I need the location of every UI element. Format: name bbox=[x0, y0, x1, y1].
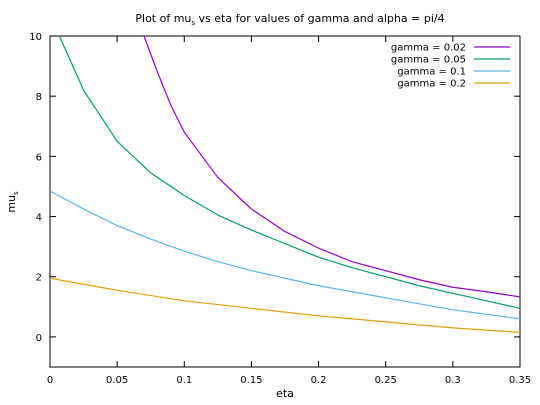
title-subscript: s bbox=[191, 19, 195, 27]
y-tick-label: 8 bbox=[36, 92, 42, 103]
legend-label-2: gamma = 0.05 bbox=[391, 55, 466, 66]
x-tick-label: 0.15 bbox=[240, 375, 262, 386]
y-tick-label: 6 bbox=[36, 152, 42, 163]
y-tick-label: 10 bbox=[29, 32, 42, 43]
legend-label-3: gamma = 0.1 bbox=[397, 67, 466, 78]
series-line-2 bbox=[58, 36, 520, 309]
y-tick-label: 4 bbox=[36, 213, 42, 224]
x-tick-label: 0.1 bbox=[176, 375, 192, 386]
y-tick-label: 2 bbox=[36, 273, 42, 284]
y-axis-title: mus bbox=[5, 191, 20, 213]
x-axis-title: eta bbox=[276, 387, 294, 400]
x-tick-label: 0.25 bbox=[375, 375, 397, 386]
title-main: Plot of mu bbox=[135, 12, 191, 25]
legend-label-1: gamma = 0.02 bbox=[391, 43, 466, 54]
legend-label-4: gamma = 0.2 bbox=[397, 79, 466, 90]
title-rest: vs eta for values of gamma and alpha = p… bbox=[195, 12, 445, 25]
y-axis-title-main: mu bbox=[5, 195, 18, 213]
x-tick-label: 0.35 bbox=[509, 375, 531, 386]
x-tick-label: 0.2 bbox=[311, 375, 327, 386]
x-tick-label: 0.3 bbox=[445, 375, 461, 386]
plot-frame bbox=[49, 35, 521, 368]
series-line-3 bbox=[50, 190, 520, 320]
chart-title: Plot of mus vs eta for values of gamma a… bbox=[135, 12, 444, 27]
series-line-4 bbox=[50, 277, 520, 333]
plot-area: 0 0.05 0.1 0.15 0.2 0.25 0.3 0.35 0 2 4 6 8 10 gamma =… bbox=[29, 32, 531, 386]
x-tick-label: 0.05 bbox=[106, 375, 128, 386]
x-tick-label: 0 bbox=[47, 375, 53, 386]
y-axis-title-subscript: s bbox=[12, 191, 20, 195]
series-line-1 bbox=[143, 36, 520, 298]
y-tick-label: 0 bbox=[36, 333, 42, 344]
